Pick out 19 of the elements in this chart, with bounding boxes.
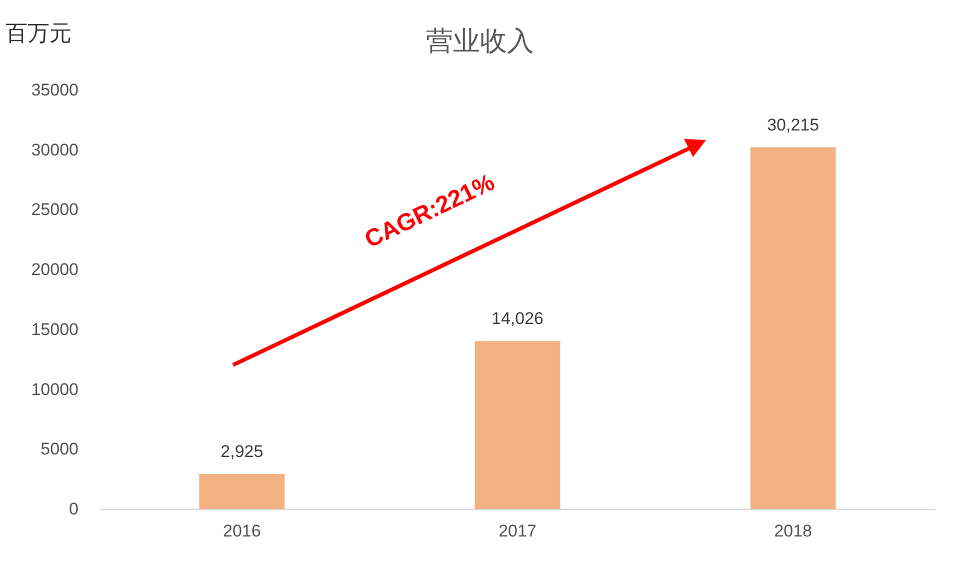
- x-tick-label: 2017: [498, 522, 536, 540]
- y-tick-label: 30000: [31, 140, 78, 160]
- chart-title: 营业收入: [426, 26, 534, 56]
- y-tick-label: 15000: [31, 320, 78, 339]
- data-label: 14,026: [492, 309, 544, 328]
- y-tick-label: 0: [69, 500, 78, 518]
- data-label: 2,925: [220, 442, 264, 461]
- y-axis-title: 百万元: [6, 20, 72, 46]
- y-tick-label: 10000: [31, 380, 78, 399]
- x-tick-label: 2016: [223, 522, 261, 540]
- bar: [474, 341, 560, 509]
- y-tick-label: 35000: [31, 80, 78, 100]
- y-tick-label: 25000: [31, 200, 78, 220]
- x-tick-label: 2018: [774, 522, 812, 540]
- data-label: 30,215: [767, 115, 820, 134]
- bar: [750, 147, 836, 509]
- y-tick-label: 5000: [40, 440, 78, 459]
- bar: [199, 474, 285, 509]
- y-tick-label: 20000: [31, 260, 78, 280]
